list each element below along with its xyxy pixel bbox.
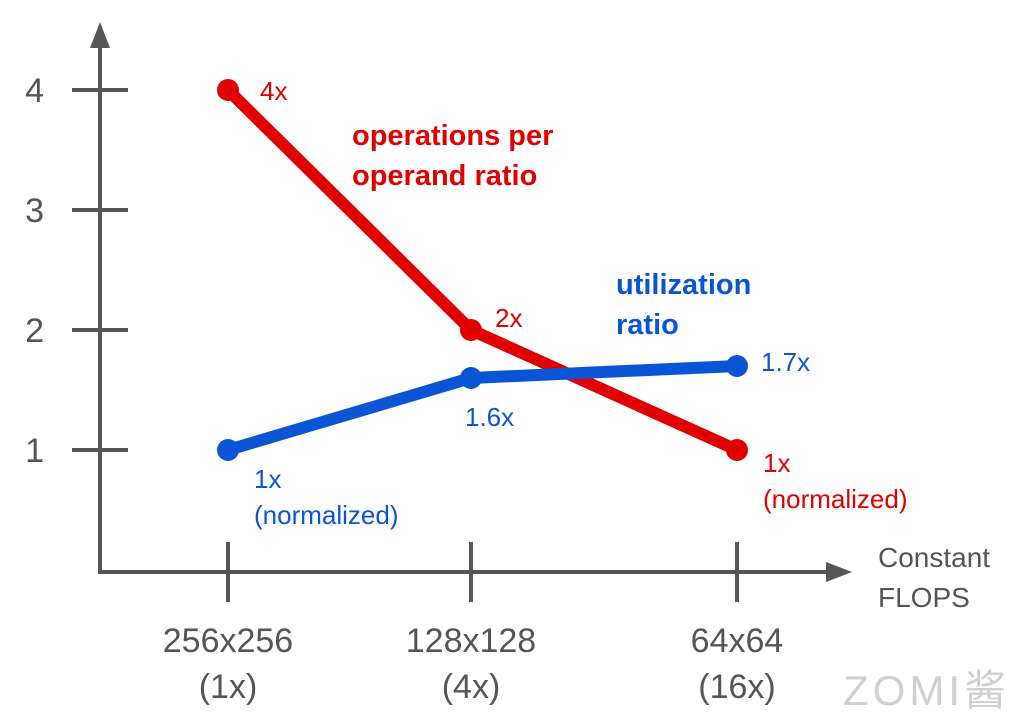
series-0-label-1: 2x [495, 303, 522, 333]
series-0-point-0 [217, 79, 239, 101]
series-1-label-2: 1.7x [761, 347, 810, 377]
series-1-label-1: 1.6x [465, 402, 514, 432]
watermark: ZOMI酱 [843, 667, 1010, 714]
y-tick-label-3: 3 [25, 192, 44, 230]
labels-layer: 4x 2x 1x (normalized) operations per operand … [254, 76, 908, 530]
x-tick-label-0: 256x256 (1x) [163, 622, 293, 706]
series-0-label-2: 1x (normalized) [763, 448, 908, 514]
series-1-point-1 [460, 367, 482, 389]
y-axis-arrow [90, 22, 110, 48]
series-0-point-1 [460, 319, 482, 341]
series-name-1: utilization ratio [616, 269, 751, 341]
axes: 1 2 3 4 256x256 (1x) 128x128 (4x) 64x64 (16x) Cons… [25, 22, 990, 706]
x-axis-title: Constant FLOPS [878, 542, 990, 613]
x-tick-label-2: 64x64 (16x) [691, 622, 784, 706]
x-axis-arrow [826, 562, 852, 582]
series-0-label-0: 4x [260, 76, 287, 106]
y-tick-label-2: 2 [25, 312, 44, 350]
y-tick-label-1: 1 [25, 432, 44, 470]
y-tick-label-4: 4 [25, 72, 44, 110]
series-1-label-0: 1x (normalized) [254, 464, 399, 530]
series-0-point-2 [726, 439, 748, 461]
x-tick-label-1: 128x128 (4x) [406, 622, 536, 706]
series-name-0: operations per operand ratio [352, 120, 553, 192]
series-1-point-0 [217, 439, 239, 461]
series-1-point-2 [726, 355, 748, 377]
series-layer [217, 79, 748, 461]
